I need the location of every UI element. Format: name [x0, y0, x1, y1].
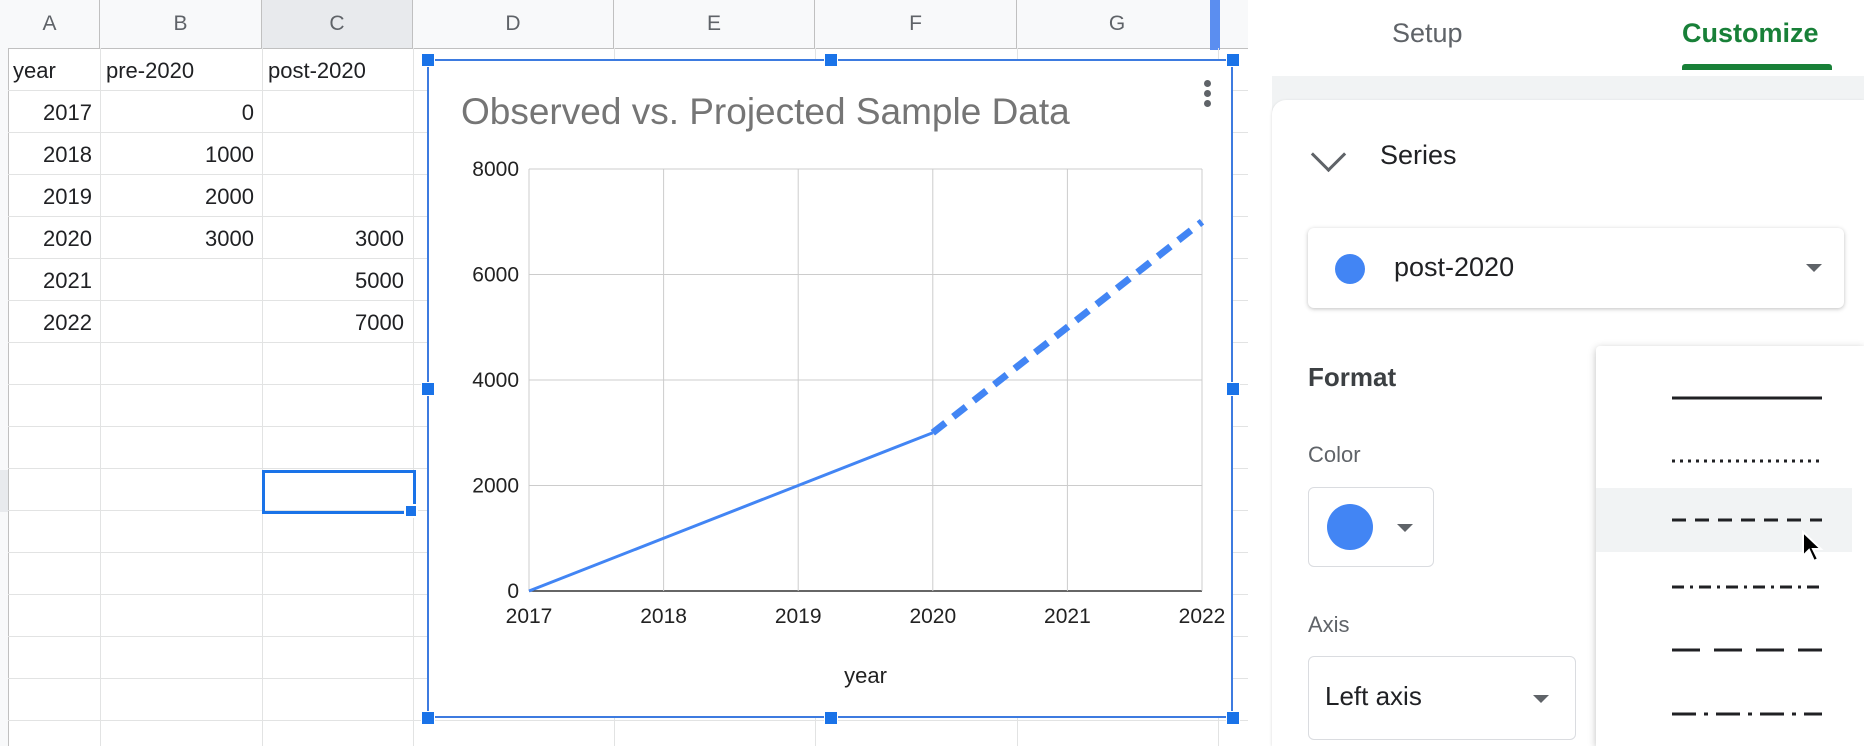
series-line-pre-2020 [528, 431, 934, 593]
cell-post[interactable] [262, 134, 404, 176]
cell-c1[interactable]: post-2020 [268, 58, 366, 83]
x-tick-label: 2020 [909, 605, 956, 628]
cell-pre[interactable]: 3000 [205, 226, 254, 251]
resize-handle-bottom-left[interactable] [421, 711, 435, 725]
x-axis-title: year [844, 663, 887, 688]
dash-option-long-dash[interactable] [1596, 618, 1852, 682]
selected-cell-outline[interactable] [262, 470, 416, 514]
series-dropdown-value: post-2020 [1394, 252, 1515, 282]
y-tick-label: 0 [507, 580, 519, 603]
column-header-e[interactable]: E [614, 0, 815, 48]
column-header-b[interactable]: B [100, 0, 262, 48]
chart-more-options-icon[interactable] [1199, 77, 1215, 117]
editor-tab-bar: Setup Customize [1272, 0, 1864, 76]
series-line-post-2020 [930, 218, 1205, 436]
x-tick-label: 2017 [506, 605, 553, 628]
axis-label: Axis [1308, 612, 1350, 637]
fill-handle[interactable] [404, 504, 418, 518]
row-header-selected [0, 470, 8, 512]
dash-option-dash-dot[interactable] [1596, 555, 1852, 619]
cell-pre[interactable]: 0 [241, 100, 254, 125]
series-section-card: Series post-2020 Format Color Axis Left … [1272, 100, 1864, 746]
cell-year[interactable]: 2017 [43, 100, 92, 125]
y-tick-label: 6000 [472, 264, 519, 287]
series-color-dot [1335, 254, 1365, 284]
column-header-f[interactable]: F [815, 0, 1017, 48]
cell-year[interactable]: 2018 [43, 142, 92, 167]
cell-post[interactable]: 7000 [355, 310, 404, 335]
cell-year[interactable]: 2019 [43, 184, 92, 209]
dash-option-long-dash-dot[interactable] [1596, 682, 1852, 746]
column-header-a[interactable]: A [0, 0, 100, 48]
y-tick-label: 2000 [472, 475, 519, 498]
chart-plot-area: 0 2000 4000 6000 8000 2017 2018 2019 2020 2021 202… [472, 158, 1226, 688]
column-resize-indicator [1210, 0, 1220, 50]
cell-year[interactable]: 2021 [43, 268, 92, 293]
color-swatch [1327, 504, 1373, 550]
resize-handle-bottom[interactable] [824, 711, 838, 725]
chart-object[interactable]: 0 2000 4000 6000 8000 2017 2018 2019 2020 2021 202… [427, 59, 1233, 718]
resize-handle-top-left[interactable] [421, 53, 435, 67]
resize-handle-top-right[interactable] [1226, 53, 1240, 67]
cell-post[interactable]: 3000 [355, 226, 404, 251]
dash-option-dotted[interactable] [1596, 429, 1852, 493]
resize-handle-bottom-right[interactable] [1226, 711, 1240, 725]
column-header-d[interactable]: D [413, 0, 614, 48]
column-header-c[interactable]: C [262, 0, 413, 48]
axis-dropdown[interactable]: Left axis [1308, 656, 1576, 740]
resize-handle-right[interactable] [1226, 382, 1240, 396]
color-picker-button[interactable] [1308, 487, 1434, 567]
cell-pre[interactable] [100, 302, 254, 344]
format-heading: Format [1308, 362, 1397, 392]
cell-pre[interactable] [100, 260, 254, 302]
cell-b1[interactable]: pre-2020 [106, 58, 195, 83]
chart-title[interactable]: Observed vs. Projected Sample Data [461, 91, 1070, 132]
color-label: Color [1308, 442, 1361, 467]
axis-dropdown-value: Left axis [1325, 681, 1422, 711]
chevron-down-icon[interactable] [1310, 136, 1347, 173]
tab-customize[interactable]: Customize [1682, 18, 1819, 48]
x-tick-label: 2018 [640, 605, 687, 628]
series-section-title[interactable]: Series [1380, 140, 1457, 170]
resize-handle-top[interactable] [824, 53, 838, 67]
column-header-bar: A B C D E F G [0, 0, 1248, 49]
x-tick-label: 2019 [775, 605, 822, 628]
dropdown-arrow-icon [1806, 264, 1822, 272]
resize-handle-left[interactable] [421, 382, 435, 396]
cell-year[interactable]: 2020 [43, 226, 92, 251]
cell-post[interactable]: 5000 [355, 268, 404, 293]
cell-pre[interactable]: 2000 [205, 184, 254, 209]
dropdown-arrow-icon [1397, 524, 1413, 532]
dropdown-arrow-icon [1533, 695, 1549, 703]
dash-option-solid[interactable] [1596, 366, 1852, 430]
row-header-strip [0, 48, 9, 746]
tab-setup[interactable]: Setup [1392, 18, 1463, 48]
y-tick-label: 4000 [472, 369, 519, 392]
cell-post[interactable] [262, 176, 404, 218]
mouse-pointer-icon [1802, 530, 1824, 563]
series-dropdown[interactable]: post-2020 [1308, 228, 1844, 308]
cell-pre[interactable]: 1000 [205, 142, 254, 167]
x-tick-label: 2022 [1179, 605, 1226, 628]
active-tab-indicator [1682, 64, 1832, 70]
cell-a1[interactable]: year [13, 58, 56, 83]
x-tick-label: 2021 [1044, 605, 1091, 628]
y-tick-label: 8000 [472, 158, 519, 181]
cell-year[interactable]: 2022 [43, 310, 92, 335]
cell-post[interactable] [262, 92, 404, 134]
